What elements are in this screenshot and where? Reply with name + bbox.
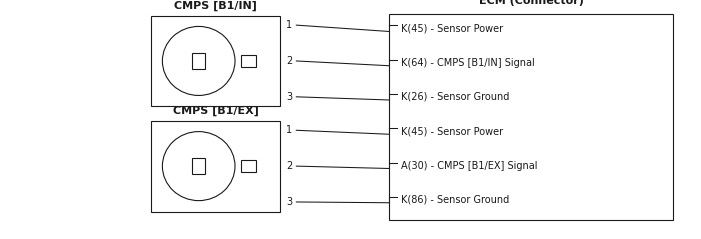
Text: K(45) - Sensor Power: K(45) - Sensor Power — [401, 126, 503, 136]
Text: 2: 2 — [286, 161, 292, 171]
Text: K(86) - Sensor Ground: K(86) - Sensor Ground — [401, 195, 509, 205]
Text: CMPS [B1/EX]: CMPS [B1/EX] — [173, 106, 259, 116]
Bar — [151, 121, 280, 212]
Text: K(26) - Sensor Ground: K(26) - Sensor Ground — [401, 92, 510, 102]
Text: 3: 3 — [286, 92, 292, 102]
Text: 1: 1 — [286, 20, 292, 30]
Bar — [241, 160, 256, 173]
Text: K(64) - CMPS [B1/IN] Signal: K(64) - CMPS [B1/IN] Signal — [401, 58, 535, 68]
Text: 1: 1 — [286, 125, 292, 135]
Bar — [192, 53, 205, 69]
Text: A(30) - CMPS [B1/EX] Signal: A(30) - CMPS [B1/EX] Signal — [401, 161, 538, 170]
Text: CMPS [B1/IN]: CMPS [B1/IN] — [175, 0, 257, 11]
Bar — [192, 158, 205, 174]
Text: ECM (Connector): ECM (Connector) — [479, 0, 583, 6]
Bar — [241, 54, 256, 67]
Text: 2: 2 — [286, 56, 292, 66]
Bar — [151, 16, 280, 106]
Bar — [389, 14, 673, 220]
Text: K(45) - Sensor Power: K(45) - Sensor Power — [401, 23, 503, 33]
Text: 3: 3 — [286, 197, 292, 207]
